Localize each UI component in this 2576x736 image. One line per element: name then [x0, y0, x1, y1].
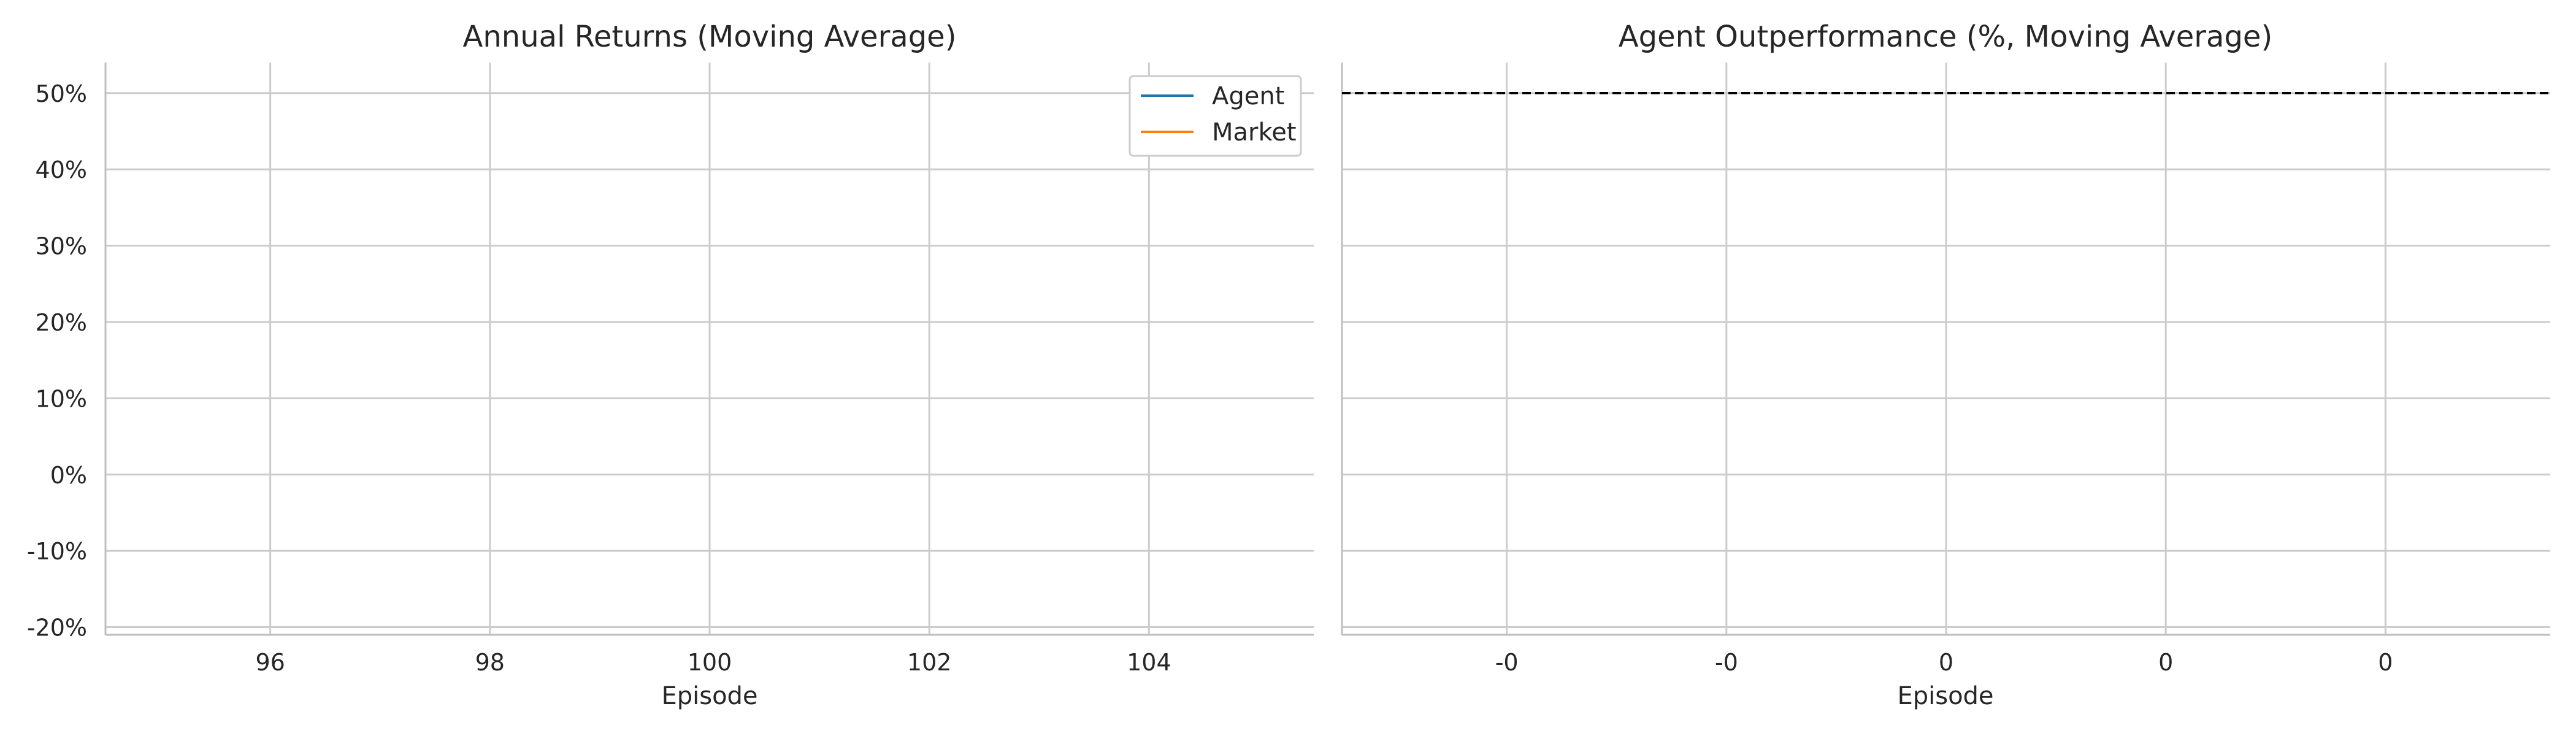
y-tick-label: 50% — [36, 80, 87, 107]
x-axis-label: Episode — [1897, 682, 1993, 710]
x-tick-label: 102 — [907, 649, 952, 676]
x-tick-label: 0 — [2158, 649, 2173, 676]
chart-title: Annual Returns (Moving Average) — [463, 20, 957, 54]
y-tick-label: -20% — [27, 615, 87, 642]
y-tick-label: 30% — [36, 233, 87, 260]
y-tick-label: 0% — [50, 462, 87, 489]
agent-outperformance-chart: Agent Outperformance (%, Moving Average)… — [1341, 20, 2550, 710]
annual-returns-chart: Annual Returns (Moving Average) -20% -10%… — [27, 20, 1314, 710]
x-tick-labels: 96 98 100 102 104 — [255, 649, 1171, 676]
x-tick-label: 100 — [688, 649, 732, 676]
legend-label-market: Market — [1212, 118, 1297, 147]
legend-label-agent: Agent — [1212, 82, 1284, 110]
grid — [105, 63, 1314, 635]
y-tick-label: -10% — [27, 538, 87, 565]
x-tick-label: -0 — [1495, 649, 1519, 676]
grid — [1342, 63, 2550, 635]
x-tick-label: 0 — [2378, 649, 2393, 676]
x-tick-label: 98 — [475, 649, 505, 676]
y-tick-label: 10% — [36, 385, 87, 412]
x-tick-labels: -0 -0 0 0 0 — [1495, 649, 2393, 676]
x-tick-label: 0 — [1939, 649, 1953, 676]
y-tick-label: 20% — [36, 309, 87, 336]
x-tick-label: 104 — [1127, 649, 1171, 676]
legend: Agent Market — [1129, 75, 1302, 157]
y-tick-label: 40% — [36, 156, 87, 183]
x-axis-label: Episode — [661, 682, 757, 710]
x-tick-label: -0 — [1715, 649, 1738, 676]
x-tick-label: 96 — [255, 649, 285, 676]
chart-title: Agent Outperformance (%, Moving Average) — [1619, 20, 2272, 54]
y-tick-labels: -20% -10% 0% 10% 20% 30% 40% 50% — [27, 80, 87, 642]
